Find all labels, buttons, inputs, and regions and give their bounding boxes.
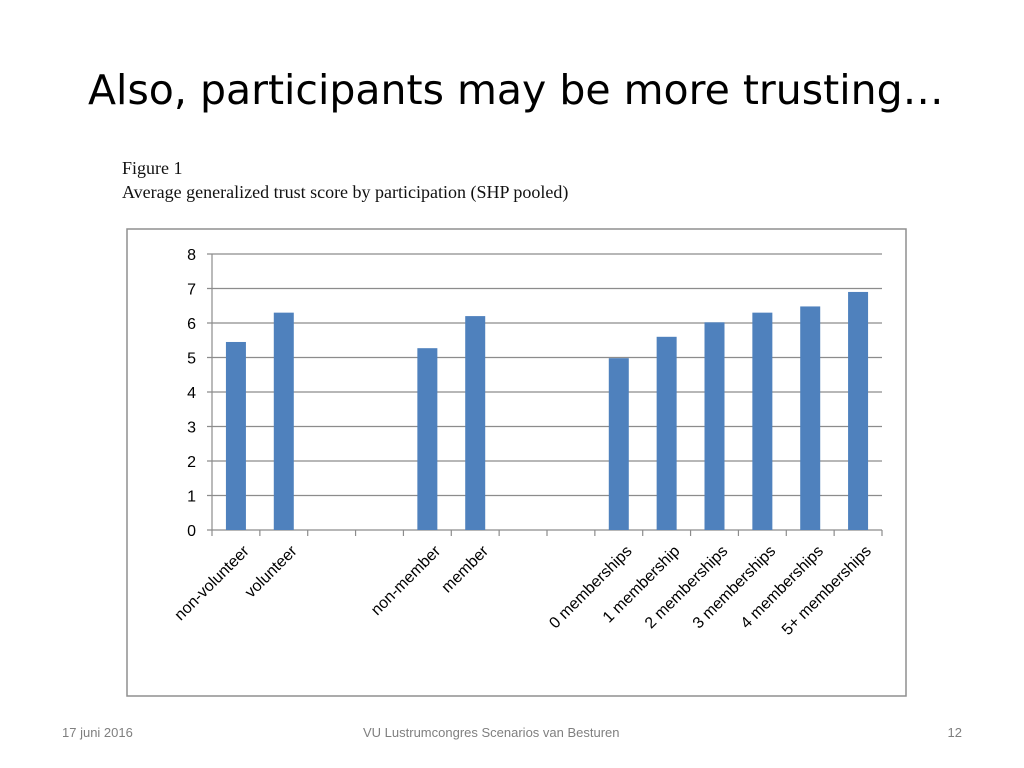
y-tick-label: 6: [187, 316, 196, 333]
y-tick-label: 8: [187, 247, 196, 264]
bar: [273, 312, 294, 530]
bar: [465, 316, 486, 530]
figure-label: Figure 1: [122, 158, 183, 178]
footer-page-number: 12: [947, 725, 962, 740]
figure-caption: Average generalized trust score by parti…: [122, 182, 569, 202]
bar: [848, 291, 869, 530]
chart-frame: [126, 228, 907, 697]
bar: [225, 341, 246, 530]
y-tick-label: 7: [187, 282, 196, 299]
bar: [608, 358, 629, 530]
footer-date: 17 juni 2016: [62, 725, 133, 740]
y-tick-labels: 0 1 2 3 4 5 6 7 8: [187, 247, 196, 540]
y-tick-label: 3: [187, 420, 196, 437]
bar: [800, 306, 821, 530]
bar: [656, 336, 677, 530]
bar: [417, 348, 438, 530]
bar: [752, 312, 773, 530]
footer-presentation-title: VU Lustrumcongres Scenarios van Besturen: [363, 725, 620, 740]
y-tick-label: 2: [187, 454, 196, 471]
bar: [704, 322, 725, 530]
bars: [225, 291, 869, 530]
x-tick-marks: [211, 530, 883, 536]
slide-title: Also, participants may be more trusting…: [88, 66, 944, 114]
y-tick-label: 0: [187, 523, 196, 540]
y-tick-label: 5: [187, 351, 196, 368]
y-tick-label: 1: [187, 489, 196, 506]
y-tick-label: 4: [187, 385, 196, 402]
